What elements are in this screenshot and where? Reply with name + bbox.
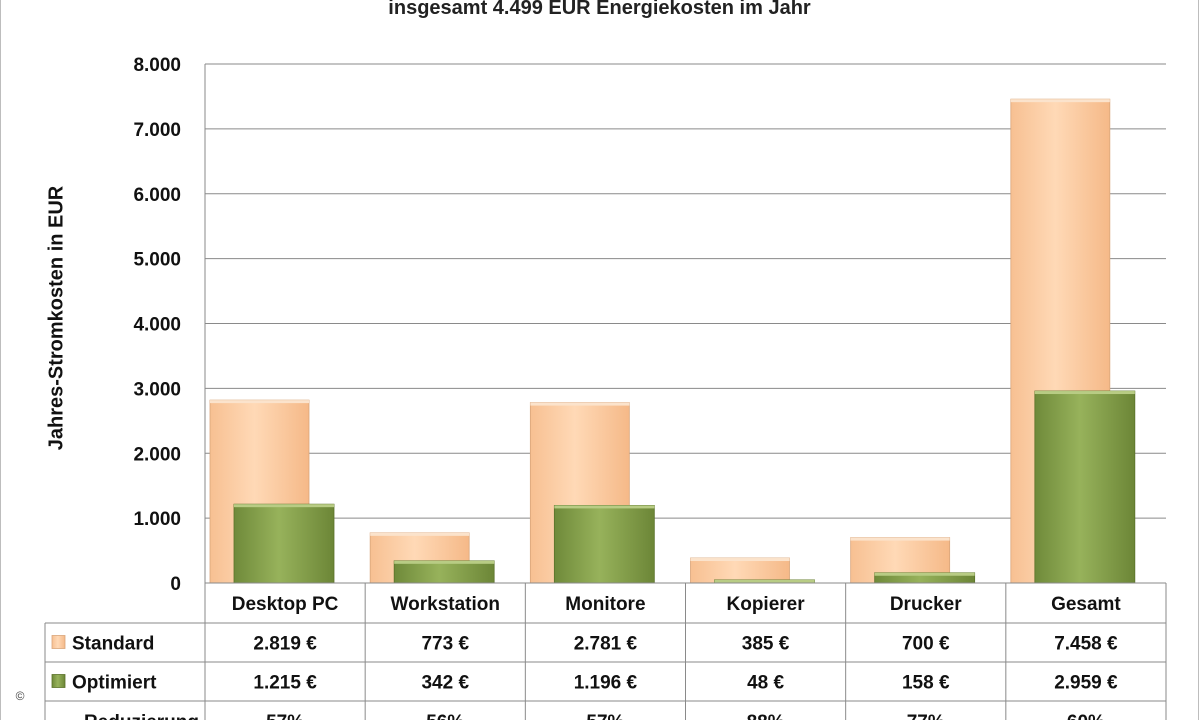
x-tick-label: Desktop PC bbox=[232, 594, 339, 615]
data-label-standard: 2.819 € bbox=[253, 634, 317, 655]
data-label-optimiert: 48 € bbox=[747, 673, 784, 694]
bar-standard-top bbox=[370, 532, 470, 536]
y-tick-label: 7.000 bbox=[133, 120, 181, 141]
data-label-standard: 773 € bbox=[421, 634, 469, 655]
bar-standard-top bbox=[690, 558, 790, 562]
y-tick-label: 0 bbox=[170, 574, 181, 595]
bar-optimiert bbox=[1034, 390, 1136, 584]
x-tick-label: Workstation bbox=[391, 594, 500, 615]
x-tick-label: Drucker bbox=[890, 594, 962, 615]
bar-standard-top bbox=[530, 402, 630, 406]
y-tick-label: 2.000 bbox=[133, 444, 181, 465]
data-label-optimiert: 1.196 € bbox=[574, 673, 638, 694]
table-cell: 57% bbox=[266, 712, 304, 720]
legend-swatch-standard bbox=[51, 635, 66, 649]
data-table: Desktop PC Workstation Monitore Kopierer Dru… bbox=[44, 582, 1167, 720]
bar-optimiert bbox=[393, 560, 495, 584]
data-label-optimiert: 158 € bbox=[902, 673, 950, 694]
bar-standard-top bbox=[1010, 99, 1110, 103]
bar-optimiert bbox=[233, 503, 335, 584]
bar-optimiert-top bbox=[714, 579, 815, 583]
table-cell: 60% bbox=[1067, 712, 1105, 720]
bar-optimiert-top bbox=[554, 505, 655, 509]
y-tick-label: 6.000 bbox=[133, 185, 181, 206]
data-label-optimiert: 342 € bbox=[421, 673, 469, 694]
bar-optimiert bbox=[553, 505, 655, 584]
data-label-standard: 7.458 € bbox=[1054, 634, 1118, 655]
legend-swatch-optimiert bbox=[51, 674, 66, 688]
legend-label-optimiert: Optimiert bbox=[72, 673, 157, 694]
table-cell: 57% bbox=[586, 712, 624, 720]
table-cell: 77% bbox=[907, 712, 945, 720]
table-row-label: Reduzierung bbox=[84, 712, 199, 720]
legend-label-standard: Standard bbox=[72, 634, 154, 655]
bar-optimiert-top bbox=[1034, 391, 1135, 395]
y-tick-label: 4.000 bbox=[133, 315, 181, 336]
copyright-icon: © bbox=[15, 689, 25, 703]
y-tick-label: 8.000 bbox=[133, 55, 181, 76]
y-tick-label: 5.000 bbox=[133, 250, 181, 271]
x-tick-label: Monitore bbox=[565, 594, 645, 615]
bar-standard-top bbox=[210, 400, 309, 404]
x-tick-label: Gesamt bbox=[1051, 594, 1121, 615]
bar-layer bbox=[209, 98, 1136, 584]
data-label-standard: 700 € bbox=[902, 634, 950, 655]
data-label-optimiert: 2.959 € bbox=[1054, 673, 1118, 694]
data-label-standard: 385 € bbox=[742, 634, 790, 655]
bar-optimiert-top bbox=[234, 504, 334, 508]
x-tick-label: Kopierer bbox=[727, 594, 806, 615]
y-tick-label: 1.000 bbox=[133, 509, 181, 530]
bar-optimiert-top bbox=[394, 560, 495, 564]
data-label-optimiert: 1.215 € bbox=[253, 673, 317, 694]
bar-optimiert-top bbox=[874, 572, 975, 576]
table-cell: 56% bbox=[426, 712, 464, 720]
table-cell: 88% bbox=[747, 712, 785, 720]
y-tick-layer: 0 1.000 2.000 3.000 4.000 5.000 6.000 7.000 8.00… bbox=[133, 55, 181, 595]
chart-title: insgesamt 4.499 EUR Energiekosten im Jah… bbox=[388, 0, 811, 19]
data-label-standard: 2.781 € bbox=[574, 634, 638, 655]
y-tick-label: 3.000 bbox=[133, 379, 181, 400]
bar-standard bbox=[690, 557, 790, 584]
bar-standard-top bbox=[850, 537, 950, 541]
